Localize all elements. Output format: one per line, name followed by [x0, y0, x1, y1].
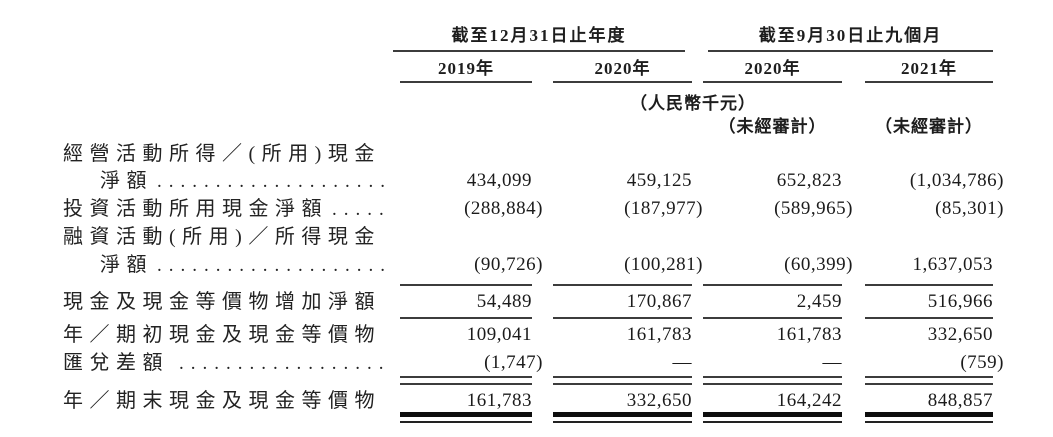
grand-total-rule [400, 412, 532, 417]
cell-2021-9m: (1,034,786) [909, 170, 1004, 191]
subtotal-rule [400, 284, 532, 286]
total-top-rule [865, 376, 993, 378]
row-label: 現金及現金等價物增加淨額 [63, 291, 381, 313]
table-row-financing-label: 融資活動(所用)／所得現金 [0, 224, 1053, 250]
subtotal-rule [865, 284, 993, 286]
total-top-rule [400, 376, 532, 378]
cell-2020: (187,977) [624, 198, 703, 219]
cell-2019: (1,747) [484, 352, 543, 373]
cell-2021-9m: 516,966 [927, 291, 993, 312]
cell-2021-9m: 332,650 [927, 324, 993, 345]
currency-unit-label: （人民幣千元） [630, 94, 756, 113]
subtotal-rule [865, 317, 993, 319]
cell-2020-9m: (589,965) [774, 198, 853, 219]
cell-2020: — [672, 352, 692, 373]
group-rule-left [393, 50, 685, 52]
cell-2020: (100,281) [624, 254, 703, 275]
cell-2020-9m: 161,783 [776, 324, 842, 345]
row-label: 融資活動(所用)／所得現金 [63, 226, 381, 248]
row-label-continuation: 淨額.................... [100, 254, 392, 276]
column-header-2020: 2020年 [594, 59, 651, 78]
grand-total-rule-lower [703, 421, 842, 423]
grand-total-rule-lower [865, 421, 993, 423]
group-header-nine-months: 截至9月30日止九個月 [758, 26, 943, 45]
cell-2020: 170,867 [626, 291, 692, 312]
row-label: 經營活動所得／(所用)現金 [63, 143, 381, 165]
dot-leader: .................. [179, 353, 391, 374]
cell-2020-9m: 164,242 [776, 390, 842, 411]
table-row-ending-cash: 年／期末現金及現金等價物 161,783 332,650 164,242 848… [0, 388, 1053, 414]
column-header-2020-9m: 2020年 [744, 59, 801, 78]
unaudited-label-2021: （未經審計） [875, 117, 983, 136]
table-row-net-increase: 現金及現金等價物增加淨額 54,489 170,867 2,459 516,96… [0, 289, 1053, 315]
total-top-rule [865, 383, 993, 385]
cell-2019: 434,099 [466, 170, 532, 191]
column-header-2019: 2019年 [438, 59, 494, 78]
grand-total-rule-lower [400, 421, 532, 423]
cell-2020-9m: 2,459 [796, 291, 842, 312]
column-rule [703, 81, 842, 83]
subtotal-rule [703, 284, 842, 286]
cell-2020-9m: 652,823 [776, 170, 842, 191]
grand-total-rule [553, 412, 692, 417]
row-label: 年／期初現金及現金等價物 [63, 324, 381, 346]
unaudited-label-2020: （未經審計） [718, 117, 827, 136]
cell-2019: 109,041 [466, 324, 532, 345]
table-row-exchange-differences: 匯兌差額.................. (1,747) — — (759) [0, 350, 1053, 376]
table-row-investing: 投資活動所用現金淨額..... (288,884) (187,977) (589… [0, 196, 1053, 222]
row-label-continuation: 淨額.................... [100, 170, 392, 192]
cell-2021-9m: 1,637,053 [912, 254, 993, 275]
table-row-beginning-cash: 年／期初現金及現金等價物 109,041 161,783 161,783 332… [0, 322, 1053, 348]
column-rule [400, 81, 532, 83]
table-row-operating-label: 經營活動所得／(所用)現金 [0, 141, 1053, 167]
cell-2020: 332,650 [626, 390, 692, 411]
cell-2021-9m: (85,301) [935, 198, 1004, 219]
cell-2021-9m: (759) [960, 352, 1004, 373]
subtotal-rule [553, 284, 692, 286]
cell-2019: 161,783 [466, 390, 532, 411]
column-header-2021-9m: 2021年 [901, 59, 957, 78]
cell-2020: 459,125 [626, 170, 692, 191]
dot-leader: .................... [157, 255, 392, 276]
subtotal-rule [703, 317, 842, 319]
dot-leader: ..... [332, 199, 391, 220]
group-header-year-ended: 截至12月31日止年度 [451, 26, 627, 45]
column-rule [553, 81, 692, 83]
subtotal-rule [553, 317, 692, 319]
cell-2019: 54,489 [476, 291, 532, 312]
row-label: 投資活動所用現金淨額..... [63, 198, 391, 220]
grand-total-rule [703, 412, 842, 417]
group-rule-right [708, 50, 993, 52]
dot-leader: .................... [157, 171, 392, 192]
cell-2021-9m: 848,857 [927, 390, 993, 411]
total-top-rule [703, 376, 842, 378]
table-row-operating-values: 淨額.................... 434,099 459,125 6… [0, 168, 1053, 194]
subtotal-rule [400, 317, 532, 319]
cell-2019: (288,884) [464, 198, 543, 219]
row-label: 年／期末現金及現金等價物 [63, 390, 381, 412]
total-top-rule [703, 383, 842, 385]
column-rule [865, 81, 993, 83]
total-top-rule [400, 383, 532, 385]
table-row-financing-values: 淨額.................... (90,726) (100,281… [0, 252, 1053, 278]
row-label: 匯兌差額.................. [63, 352, 391, 374]
cell-2020-9m: (60,399) [784, 254, 853, 275]
cell-2019: (90,726) [474, 254, 543, 275]
total-top-rule [553, 383, 692, 385]
grand-total-rule [865, 412, 993, 417]
total-top-rule [553, 376, 692, 378]
grand-total-rule-lower [553, 421, 692, 423]
cell-2020-9m: — [822, 352, 842, 373]
cell-2020: 161,783 [626, 324, 692, 345]
